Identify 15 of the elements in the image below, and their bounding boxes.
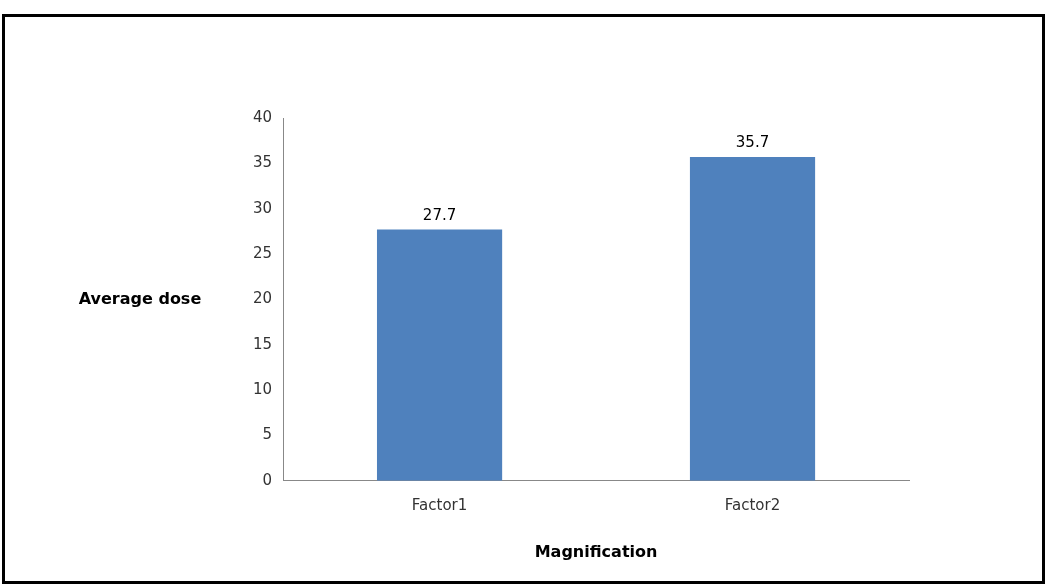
data-label: 35.7 (735, 133, 770, 152)
y-tick-label: 5 (262, 425, 273, 444)
data-label: 27.7 (422, 205, 457, 224)
y-tick-label: 15 (252, 334, 273, 353)
x-tick-label: Factor2 (724, 495, 781, 514)
x-axis-title: Magnification (534, 541, 658, 561)
y-tick-label: 30 (252, 198, 273, 217)
y-tick-label: 25 (252, 243, 273, 262)
y-tick-label: 35 (252, 153, 273, 172)
y-tick-label: 40 (252, 107, 273, 126)
y-axis-title: Average dose (78, 288, 202, 308)
y-tick-label: 0 (262, 470, 273, 489)
y-tick-label: 20 (252, 289, 273, 308)
x-tick-label: Factor1 (411, 495, 468, 514)
y-tick-label: 10 (252, 379, 273, 398)
